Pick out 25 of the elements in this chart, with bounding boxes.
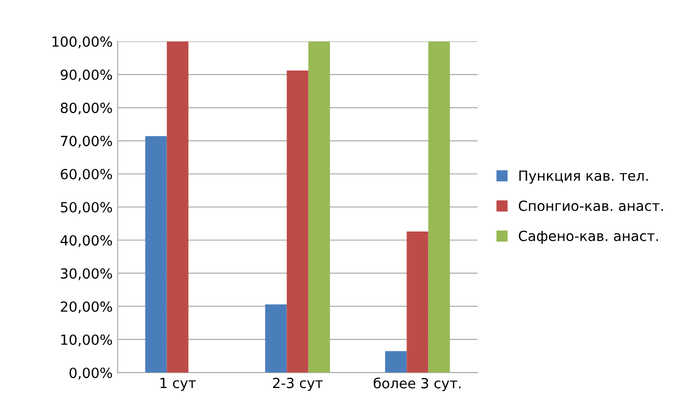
x-tick-label: 2-3 сут [273,378,323,391]
bar [428,41,450,373]
x-tick-label: более 3 сут. [374,377,461,392]
y-tick-label: 40,00% [60,235,112,248]
legend-label: Спонгио-кав. анаст. [518,200,663,212]
bar [145,136,167,373]
y-tick-label: 10,00% [61,334,112,346]
bar [286,70,308,373]
bar [166,41,188,373]
bar [265,304,287,373]
y-tick-label: 20,00% [60,301,112,314]
y-tick-label: 60,00% [60,168,112,181]
y-tick-label: 30,00% [60,268,112,280]
x-tick-label: 1 сут [160,378,196,391]
y-tick-label: 100,00% [52,36,112,48]
legend-label: Пункция кав. тел. [519,170,648,184]
y-tick-label: 50,00% [60,202,112,214]
bar [308,41,330,373]
y-tick-label: 90,00% [60,69,112,82]
legend-label: Сафено-кав. анаст. [518,230,658,244]
bar [406,232,428,373]
y-tick-label: 80,00% [60,102,112,115]
bar [385,351,407,373]
y-tick-label: 70,00% [60,136,112,148]
y-tick-label: 0,00% [70,368,112,380]
